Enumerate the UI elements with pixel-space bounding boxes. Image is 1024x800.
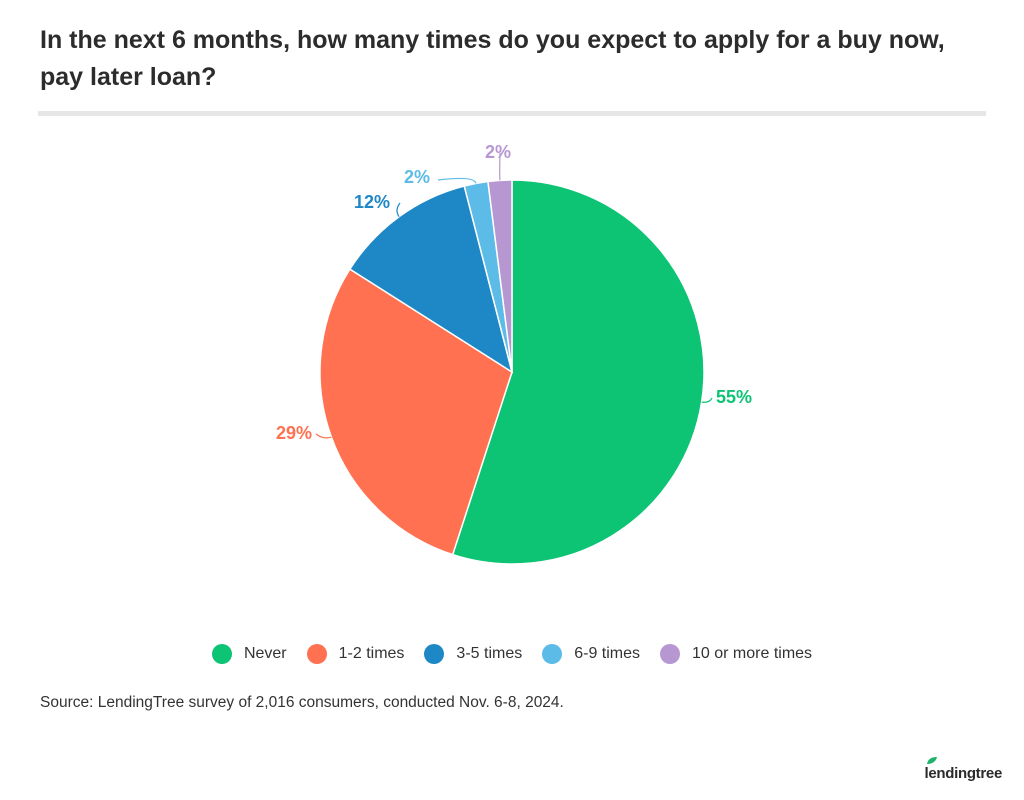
chart-legend: Never 1-2 times 3-5 times 6-9 times 10 or mo… bbox=[0, 644, 1024, 664]
brand-logo: lendingtree bbox=[924, 757, 1002, 782]
pie-slice-1-2-times bbox=[319, 268, 513, 556]
data-label: 2% bbox=[485, 142, 511, 162]
title-divider bbox=[38, 111, 986, 116]
leader-line bbox=[701, 397, 713, 403]
legend-item: 6-9 times bbox=[542, 644, 640, 664]
legend-label: 1-2 times bbox=[338, 645, 405, 662]
chart-title: In the next 6 months, how many times do … bbox=[40, 26, 945, 91]
data-label: 12% bbox=[354, 192, 390, 212]
legend-swatch bbox=[306, 644, 327, 664]
legend-swatch bbox=[424, 644, 445, 664]
legend-item: 10 or more times bbox=[660, 644, 812, 664]
brand-name: lendingtree bbox=[924, 765, 1002, 782]
leader-line bbox=[396, 202, 401, 218]
data-label: 29% bbox=[276, 423, 312, 443]
legend-swatch bbox=[211, 644, 232, 664]
leader-line bbox=[437, 177, 477, 184]
legend-label: Never bbox=[243, 645, 287, 662]
legend-swatch bbox=[542, 644, 563, 664]
source-note: Source: LendingTree survey of 2,016 cons… bbox=[40, 694, 564, 711]
pie-slice-never bbox=[451, 179, 705, 565]
data-label: 55% bbox=[716, 387, 752, 407]
legend-label: 3-5 times bbox=[456, 645, 523, 662]
legend-item: 3-5 times bbox=[424, 644, 522, 664]
leaf-icon bbox=[927, 757, 938, 764]
legend-label: 10 or more times bbox=[692, 645, 813, 662]
leader-line bbox=[315, 433, 332, 439]
pie-slice-3-5-times bbox=[348, 185, 514, 374]
data-label: 2% bbox=[404, 167, 430, 187]
legend-swatch bbox=[660, 644, 681, 664]
legend-item: Never bbox=[211, 644, 287, 664]
legend-label: 6-9 times bbox=[574, 645, 641, 662]
legend-item: 1-2 times bbox=[306, 644, 405, 664]
